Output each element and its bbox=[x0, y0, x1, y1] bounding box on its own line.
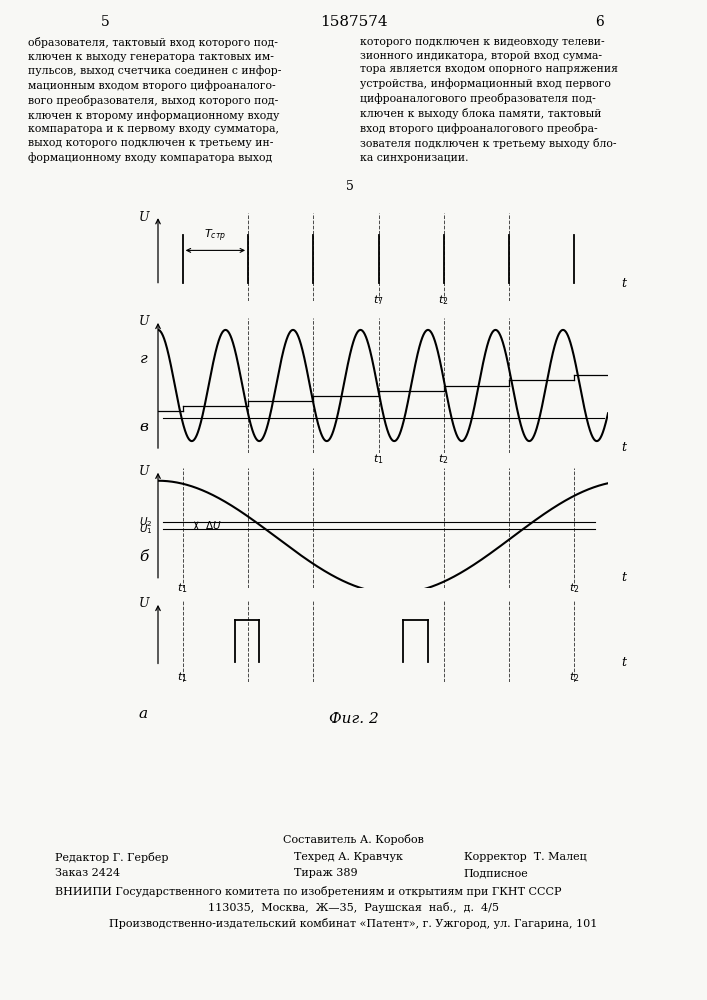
Text: ВНИИПИ Государственного комитета по изобретениям и открытиям при ГКНТ СССР: ВНИИПИ Государственного комитета по изоб… bbox=[55, 886, 561, 897]
Text: 113035,  Москва,  Ж—35,  Раушская  наб.,  д.  4/5: 113035, Москва, Ж—35, Раушская наб., д. … bbox=[208, 902, 499, 913]
Text: 6: 6 bbox=[595, 15, 604, 29]
Text: а: а bbox=[139, 707, 148, 721]
Text: $t_7$: $t_7$ bbox=[373, 293, 384, 307]
Text: U: U bbox=[139, 211, 149, 224]
Text: $T_{стр}$: $T_{стр}$ bbox=[204, 227, 226, 244]
Text: t: t bbox=[621, 571, 626, 584]
Text: U: U bbox=[139, 465, 149, 478]
Text: $t_1$: $t_1$ bbox=[177, 581, 188, 595]
Text: Составитель А. Коробов: Составитель А. Коробов bbox=[283, 834, 424, 845]
Text: $t_1$: $t_1$ bbox=[177, 670, 188, 684]
Text: $t_2$: $t_2$ bbox=[438, 293, 449, 307]
Text: $t_2$: $t_2$ bbox=[438, 452, 449, 466]
Text: t: t bbox=[621, 656, 626, 669]
Text: в: в bbox=[139, 420, 148, 434]
Text: г: г bbox=[140, 352, 148, 366]
Text: Техред А. Кравчук: Техред А. Кравчук bbox=[293, 852, 402, 862]
Text: Фиг. 2: Фиг. 2 bbox=[329, 712, 378, 726]
Text: 5: 5 bbox=[100, 15, 110, 29]
Text: $U_2$: $U_2$ bbox=[139, 515, 153, 529]
Text: Корректор  Т. Малец: Корректор Т. Малец bbox=[464, 852, 586, 862]
Text: Производственно-издательский комбинат «Патент», г. Ужгород, ул. Гагарина, 101: Производственно-издательский комбинат «П… bbox=[110, 918, 597, 929]
Text: $t_2$: $t_2$ bbox=[569, 581, 580, 595]
Text: которого подключен к видеовходу телеви-
зионного индикатора, второй вход сумма-
: которого подключен к видеовходу телеви- … bbox=[360, 37, 618, 163]
Text: Подписное: Подписное bbox=[464, 868, 528, 878]
Text: t: t bbox=[621, 441, 626, 454]
Text: б: б bbox=[139, 550, 148, 564]
Text: $t_2$: $t_2$ bbox=[569, 670, 580, 684]
Text: Заказ 2424: Заказ 2424 bbox=[55, 868, 120, 878]
Text: $t_1$: $t_1$ bbox=[373, 452, 384, 466]
Text: $\Delta U$: $\Delta U$ bbox=[205, 519, 222, 531]
Text: U: U bbox=[139, 597, 149, 610]
Text: Редактор Г. Гербер: Редактор Г. Гербер bbox=[55, 852, 168, 863]
Text: 1587574: 1587574 bbox=[320, 15, 387, 29]
Text: 5: 5 bbox=[346, 180, 354, 193]
Text: $U_1$: $U_1$ bbox=[139, 522, 153, 536]
Text: t: t bbox=[621, 277, 626, 290]
Text: образователя, тактовый вход которого под-
ключен к выходу генератора тактовых им: образователя, тактовый вход которого под… bbox=[28, 37, 281, 163]
Text: U: U bbox=[139, 315, 149, 328]
Text: Тираж 389: Тираж 389 bbox=[293, 868, 357, 878]
